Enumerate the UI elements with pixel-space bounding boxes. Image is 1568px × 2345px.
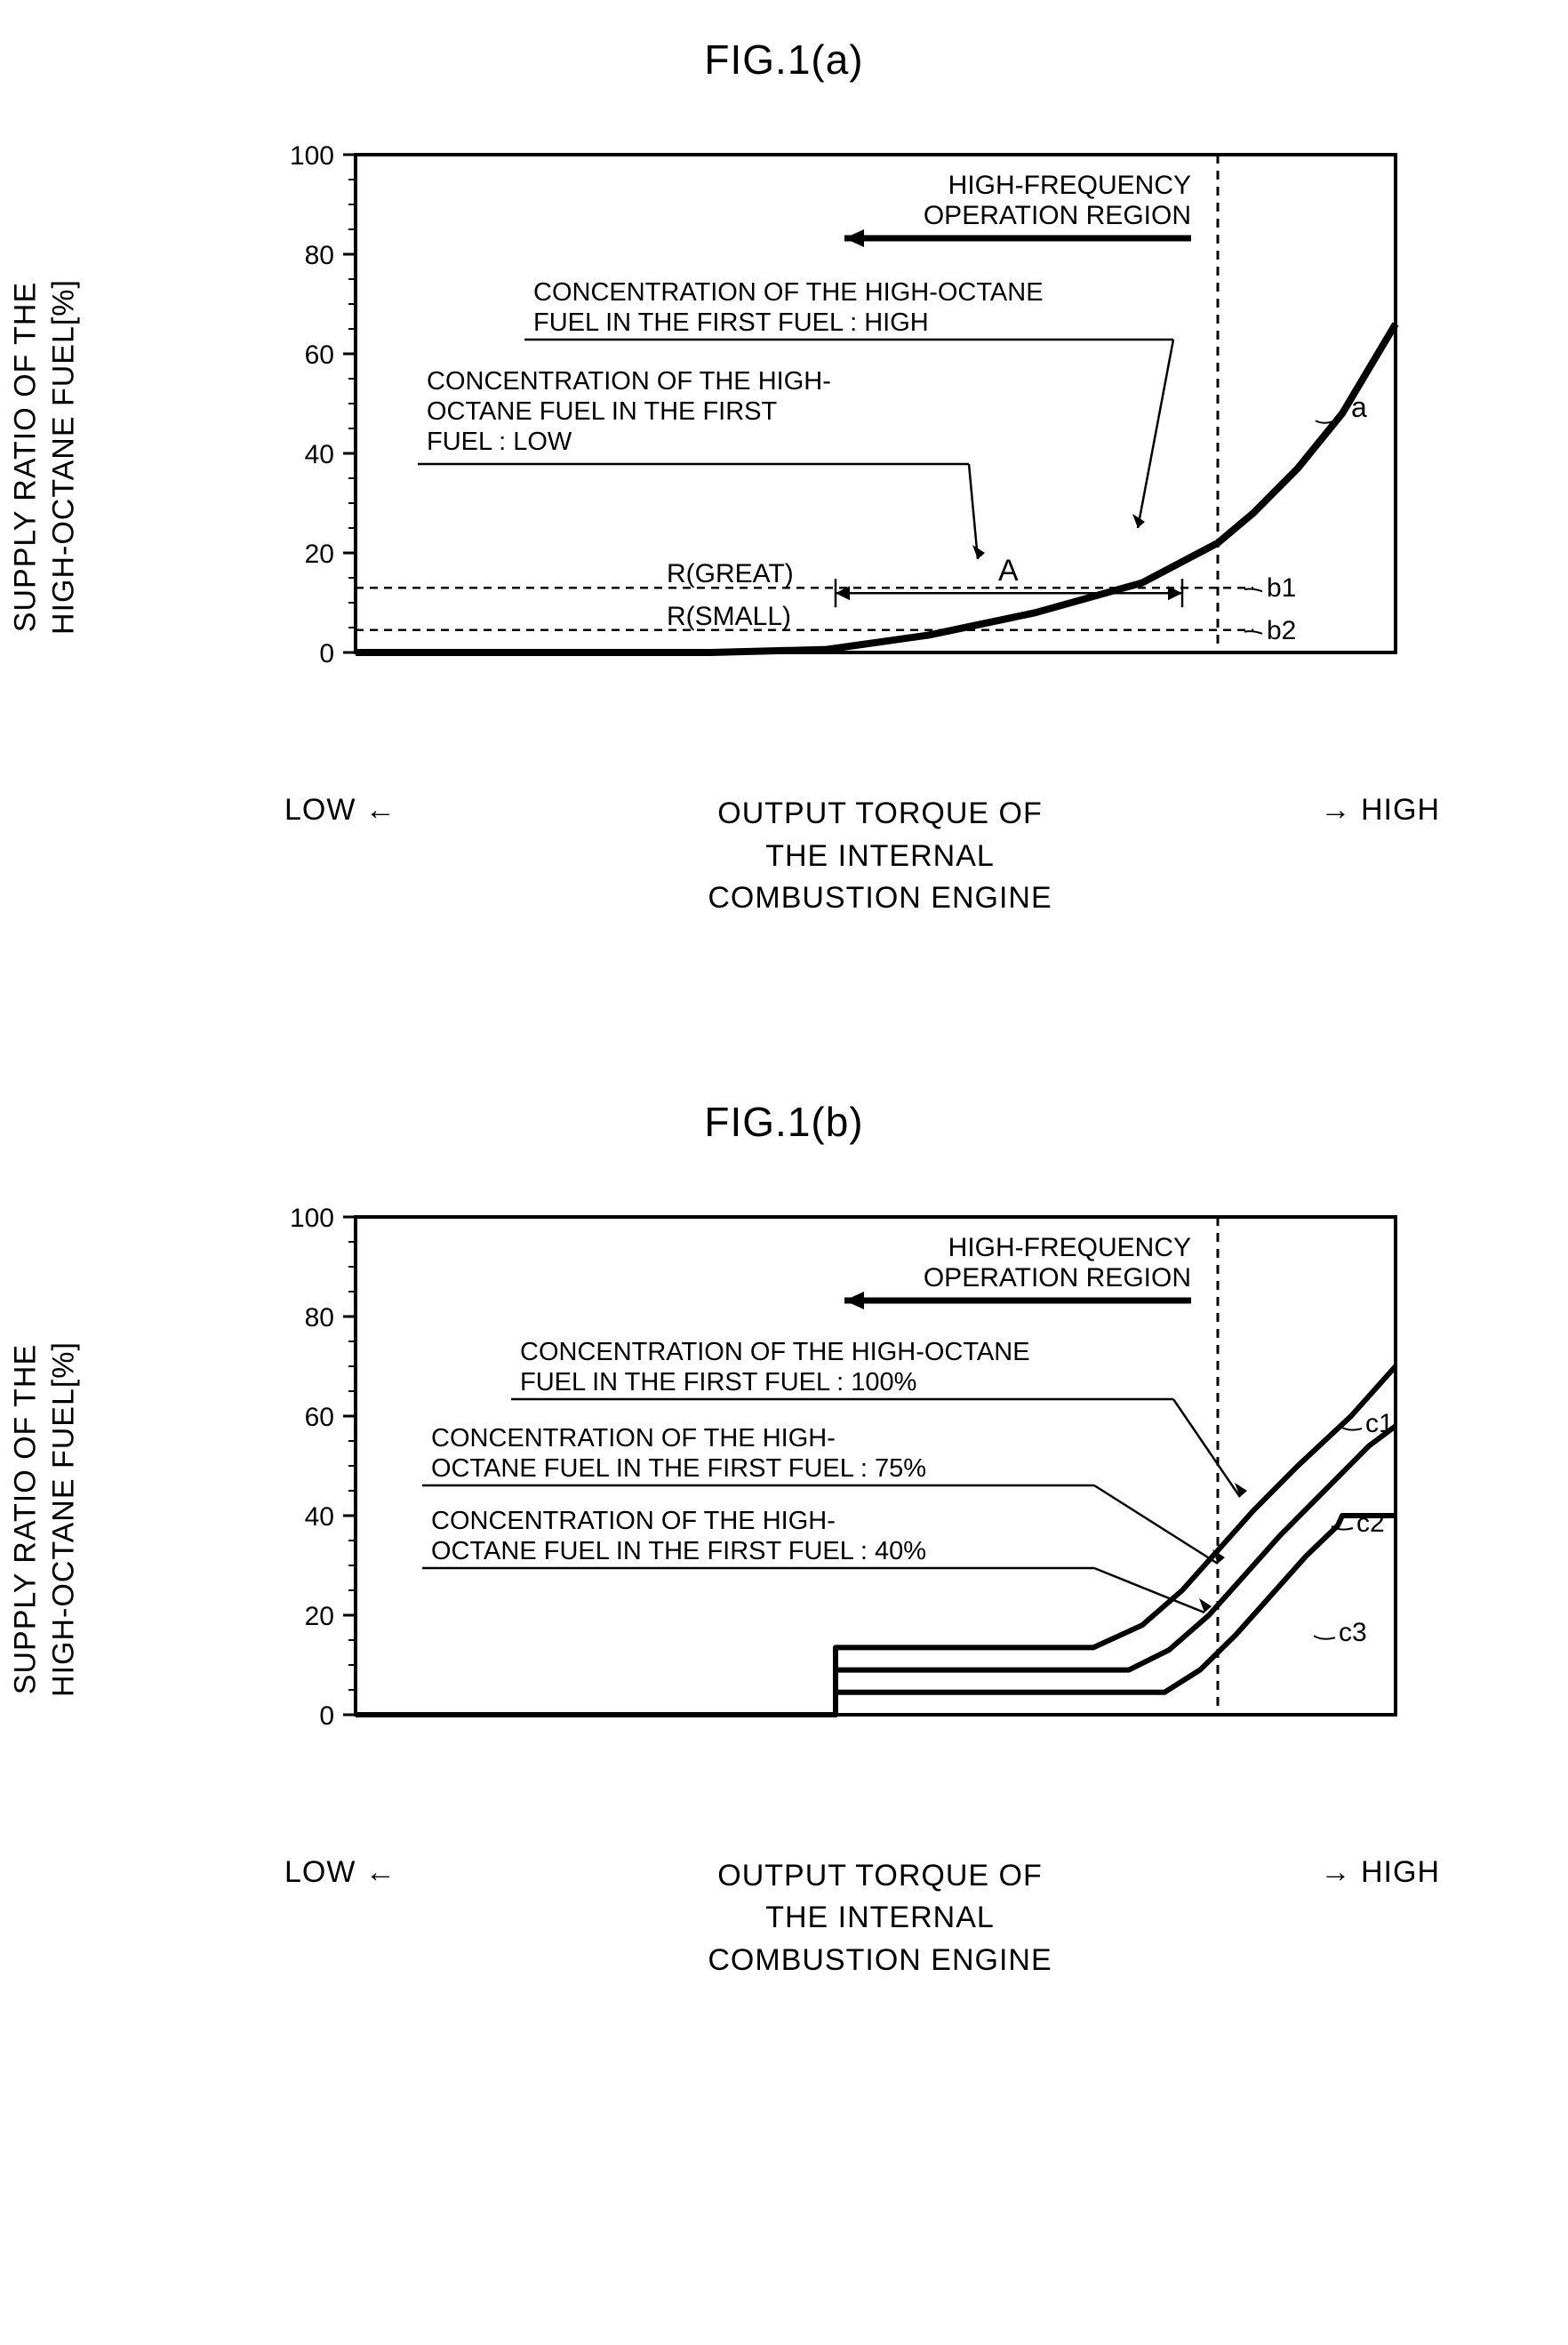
- figure-1b-xhigh: → HIGH: [1209, 1855, 1476, 1890]
- svg-text:HIGH-FREQUENCYOPERATION REGION: HIGH-FREQUENCYOPERATION REGION: [924, 1233, 1191, 1293]
- svg-text:80: 80: [305, 1303, 334, 1333]
- figure-1a-svg: 0 20 40 60 80 100 HIGH-FREQUENCYOPERATION REGI…: [231, 137, 1476, 777]
- svg-text:80: 80: [305, 241, 334, 270]
- svg-text:R(GREAT): R(GREAT): [667, 559, 794, 588]
- svg-text:0: 0: [319, 1701, 334, 1731]
- svg-text:A: A: [998, 554, 1019, 588]
- figure-1b-xlow: LOW ←: [231, 1855, 551, 1890]
- figure-1a-xmid: OUTPUT TORQUE OF THE INTERNAL COMBUSTION…: [551, 793, 1209, 920]
- svg-text:a: a: [1351, 391, 1367, 423]
- svg-text:b1: b1: [1267, 573, 1296, 603]
- figure-1a-ylabel: SUPPLY RATIO OF THE HIGH-OCTANE FUEL[%]: [7, 235, 83, 679]
- figure-1b-xrow: LOW ← OUTPUT TORQUE OF THE INTERNAL COMB…: [231, 1855, 1476, 1982]
- svg-text:b2: b2: [1267, 616, 1296, 645]
- svg-text:20: 20: [305, 1602, 334, 1631]
- figure-1b-xmid: OUTPUT TORQUE OF THE INTERNAL COMBUSTION…: [551, 1855, 1209, 1982]
- figure-1a-chart: SUPPLY RATIO OF THE HIGH-OCTANE FUEL[%] …: [231, 137, 1476, 777]
- figure-1b-chart: SUPPLY RATIO OF THE HIGH-OCTANE FUEL[%] …: [231, 1199, 1476, 1839]
- figure-1b-svg: 0 20 40 60 80 100 HIGH-FREQUENCYOPERATION REGI…: [231, 1199, 1476, 1839]
- figure-1b: FIG.1(b) SUPPLY RATIO OF THE HIGH-OCTANE…: [18, 1098, 1550, 1982]
- figure-1a-title: FIG.1(a): [18, 36, 1550, 84]
- figure-1a-xhigh: → HIGH: [1209, 793, 1476, 828]
- svg-text:20: 20: [305, 540, 334, 569]
- figure-1b-ylabel: SUPPLY RATIO OF THE HIGH-OCTANE FUEL[%]: [7, 1297, 83, 1741]
- figure-1a-xrow: LOW ← OUTPUT TORQUE OF THE INTERNAL COMB…: [231, 793, 1476, 920]
- svg-text:100: 100: [290, 141, 334, 171]
- svg-text:0: 0: [319, 639, 334, 668]
- svg-text:60: 60: [305, 340, 334, 370]
- svg-text:R(SMALL): R(SMALL): [667, 602, 791, 631]
- svg-text:40: 40: [305, 440, 334, 469]
- svg-text:c3: c3: [1339, 1618, 1367, 1647]
- figure-1a: FIG.1(a) SUPPLY RATIO OF THE HIGH-OCTANE…: [18, 36, 1550, 920]
- figure-1b-title: FIG.1(b): [18, 1098, 1550, 1146]
- svg-text:100: 100: [290, 1204, 334, 1233]
- svg-text:HIGH-FREQUENCYOPERATION REGION: HIGH-FREQUENCYOPERATION REGION: [924, 171, 1191, 230]
- svg-text:c2: c2: [1356, 1509, 1385, 1538]
- figure-1a-xlow: LOW ←: [231, 793, 551, 828]
- svg-text:60: 60: [305, 1403, 334, 1432]
- svg-text:40: 40: [305, 1502, 334, 1532]
